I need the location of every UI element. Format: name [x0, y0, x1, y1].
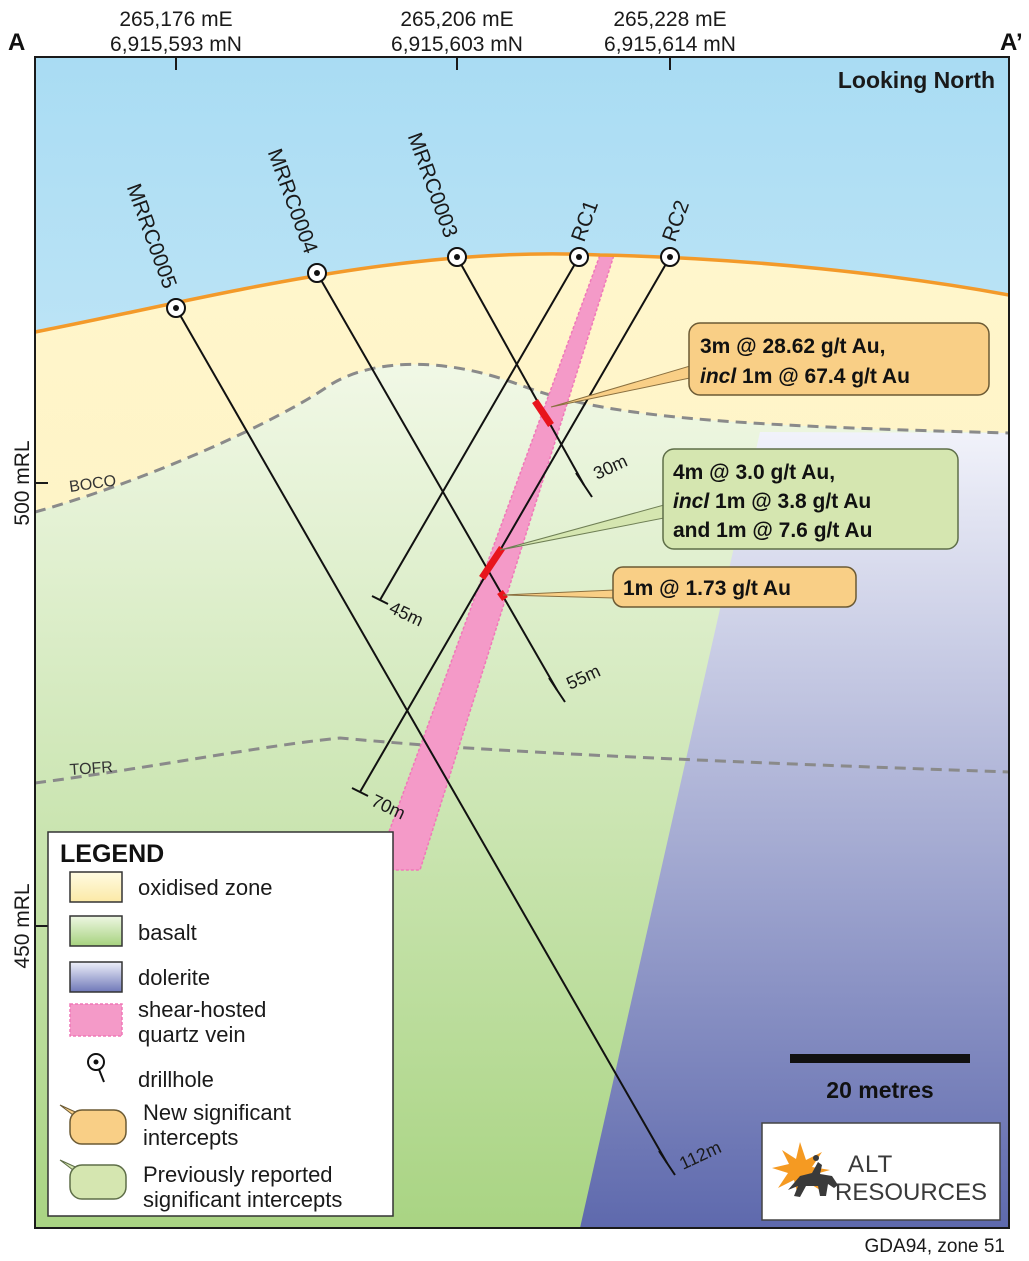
boco-label: BOCO [68, 473, 117, 496]
callout-new-1-line2: incl 1m @ 67.4 g/t Au [700, 365, 910, 388]
coord-north-3: 6,915,614 mN [604, 33, 736, 56]
coord-east-2: 265,206 mE [400, 8, 513, 31]
legend-oxidised-label: oxidised zone [138, 875, 273, 900]
collar-rc2 [660, 247, 680, 267]
coord-north-1: 6,915,593 mN [110, 33, 242, 56]
drill-traces [175, 256, 676, 1176]
scale-bar-line [790, 1054, 970, 1063]
elevation-500: 500 mRL [11, 440, 34, 525]
callout-leaders [499, 365, 691, 599]
dolerite-layer [580, 432, 1009, 1228]
legend-previous-callout-icon [59, 1159, 127, 1200]
logo-line2: RESOURCES [835, 1179, 987, 1206]
legend-basalt-label: basalt [138, 920, 197, 945]
legend-vein-label: shear-hosted [138, 997, 266, 1022]
drillhole-collars [166, 247, 680, 318]
logo-line1: ALT [848, 1151, 893, 1178]
collar-rc1 [569, 247, 589, 267]
trace-rc2 [359, 256, 671, 793]
company-logo: ALT RESOURCES [761, 1122, 1001, 1221]
legend-dolerite-swatch [69, 961, 123, 993]
datum-label: GDA94, zone 51 [865, 1236, 1005, 1257]
trace-mrrc0004 [316, 272, 558, 691]
section-start-label: A [8, 29, 25, 56]
legend: LEGEND oxidised zone basalt dolerite she… [47, 831, 394, 1217]
boco-boundary [35, 362, 1009, 514]
intercept-mark-2 [479, 546, 505, 580]
legend-previous-label-2: significant intercepts [143, 1187, 342, 1212]
trace-rc1 [379, 256, 580, 601]
elevation-450: 450 mRL [11, 883, 34, 968]
callout-previous-line1: 4m @ 3.0 g/t Au, [673, 461, 835, 484]
callout-new-1: 3m @ 28.62 g/t Au, incl 1m @ 67.4 g/t Au [688, 322, 990, 396]
intercept-mark-3 [497, 589, 508, 602]
legend-new-label-2: intercepts [143, 1125, 238, 1150]
collar-mrrc0004 [307, 263, 327, 283]
view-direction: Looking North [838, 67, 995, 93]
legend-new-label: New significant [143, 1100, 291, 1125]
legend-drillhole-icon [87, 1053, 105, 1083]
legend-basalt-swatch [69, 915, 123, 947]
legend-title: LEGEND [60, 840, 164, 868]
callout-previous-line3: and 1m @ 7.6 g/t Au [673, 519, 872, 542]
callout-previous-line2: incl 1m @ 3.8 g/t Au [673, 490, 871, 513]
collar-mrrc0003 [447, 247, 467, 267]
scale-bar: 20 metres [790, 1054, 970, 1103]
callout-previous: 4m @ 3.0 g/t Au, incl 1m @ 3.8 g/t Au an… [662, 448, 959, 550]
coord-east-1: 265,176 mE [119, 8, 232, 31]
tofr-boundary [35, 736, 1009, 785]
legend-vein-label-2: quartz vein [138, 1022, 246, 1047]
elevation-ticks [35, 482, 48, 927]
legend-vein-swatch [69, 1003, 123, 1037]
callout-new-1-line1: 3m @ 28.62 g/t Au, [700, 335, 885, 358]
coord-east-3: 265,228 mE [613, 8, 726, 31]
section-frame [34, 56, 1010, 1229]
legend-dolerite-label: dolerite [138, 965, 210, 990]
trace-mrrc0005 [175, 307, 668, 1164]
tofr-label: TOFR [69, 759, 113, 779]
callout-new-2-line1: 1m @ 1.73 g/t Au [623, 577, 791, 600]
callout-new-2: 1m @ 1.73 g/t Au [612, 566, 857, 608]
intercept-callouts: 3m @ 28.62 g/t Au, incl 1m @ 67.4 g/t Au… [612, 322, 990, 608]
coord-north-2: 6,915,603 mN [391, 33, 523, 56]
logo-horse-rider-icon [788, 1155, 838, 1197]
section-end-label: A’ [1000, 29, 1023, 56]
coordinate-ticks [175, 57, 671, 70]
coordinate-labels: 265,176 mE 6,915,593 mN 265,206 mE 6,915… [110, 8, 736, 56]
trace-mrrc0003 [456, 256, 585, 486]
legend-new-callout-icon [59, 1104, 127, 1145]
intercept-mark-1 [532, 399, 554, 427]
collar-mrrc0005 [166, 298, 186, 318]
scale-bar-label: 20 metres [826, 1077, 933, 1103]
intercept-marks [479, 399, 554, 602]
legend-drillhole-label: drillhole [138, 1067, 214, 1092]
legend-oxidised-swatch [69, 871, 123, 903]
legend-previous-label: Previously reported [143, 1162, 333, 1187]
